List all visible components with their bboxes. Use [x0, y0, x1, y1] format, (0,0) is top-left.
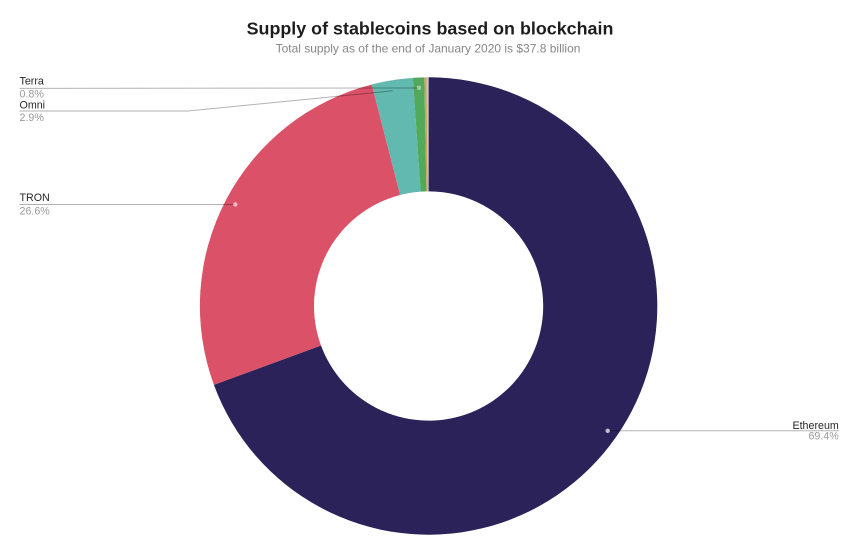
svg-text:26.6%: 26.6% [20, 205, 51, 217]
svg-text:TRON: TRON [20, 192, 50, 204]
svg-text:0.8%: 0.8% [20, 88, 45, 100]
svg-text:Total supply as of the end of: Total supply as of the end of January 20… [276, 41, 581, 55]
svg-text:Terra: Terra [20, 76, 44, 88]
svg-text:Ethereum: Ethereum [792, 420, 838, 432]
svg-text:69.4%: 69.4% [808, 431, 839, 443]
svg-text:Omni: Omni [20, 99, 46, 111]
svg-text:2.9%: 2.9% [20, 112, 45, 124]
svg-text:Supply of stablecoins based on: Supply of stablecoins based on blockchai… [247, 19, 614, 39]
